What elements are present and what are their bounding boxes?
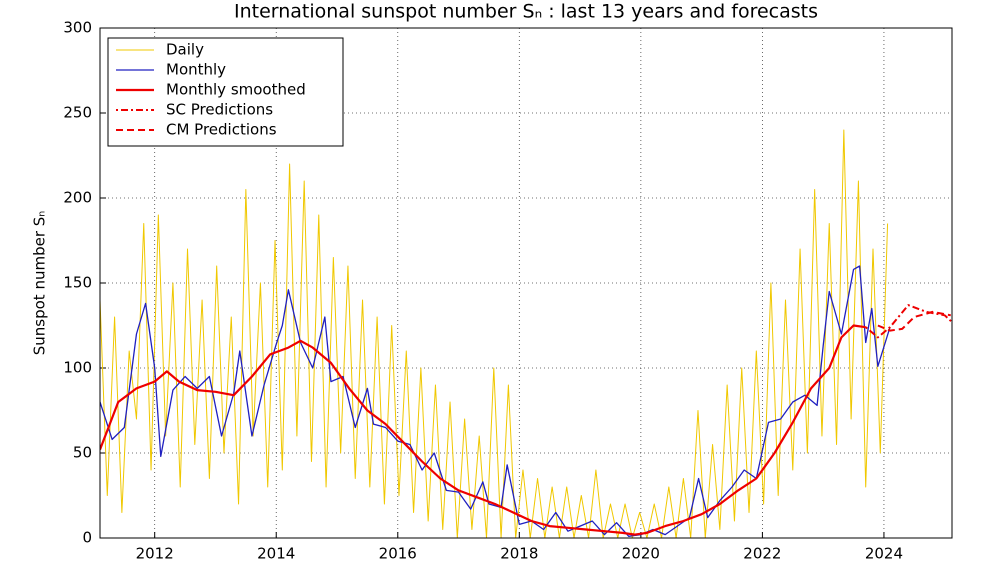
series-line xyxy=(100,129,889,538)
legend-label: SC Predictions xyxy=(166,101,273,119)
x-tick-label: 2020 xyxy=(622,545,660,563)
x-tick-label: 2024 xyxy=(865,545,903,563)
x-tick-label: 2016 xyxy=(379,545,417,563)
series-line xyxy=(865,304,952,339)
y-axis-label: Sunspot number Sₙ xyxy=(31,211,49,356)
series-line xyxy=(100,324,866,536)
y-tick-label: 300 xyxy=(63,19,92,37)
legend-box xyxy=(107,37,344,147)
legend-label: Monthly xyxy=(166,61,226,79)
series-line xyxy=(100,265,891,537)
y-tick-label: 50 xyxy=(73,444,92,462)
y-tick-label: 200 xyxy=(63,189,92,207)
legend-label: Daily xyxy=(166,41,204,59)
legend-label: CM Predictions xyxy=(166,121,277,139)
series-line xyxy=(877,310,951,332)
y-tick-label: 0 xyxy=(82,529,92,547)
chart-title: International sunspot number Sₙ : last 1… xyxy=(234,1,818,23)
y-tick-label: 100 xyxy=(63,359,92,377)
y-tick-label: 150 xyxy=(63,274,92,292)
x-tick-label: 2018 xyxy=(500,545,538,563)
plot-frame xyxy=(99,27,953,539)
x-tick-label: 2022 xyxy=(743,545,781,563)
legend-label: Monthly smoothed xyxy=(166,81,306,99)
y-tick-label: 250 xyxy=(63,104,92,122)
x-tick-label: 2012 xyxy=(136,545,174,563)
x-tick-label: 2014 xyxy=(257,545,295,563)
